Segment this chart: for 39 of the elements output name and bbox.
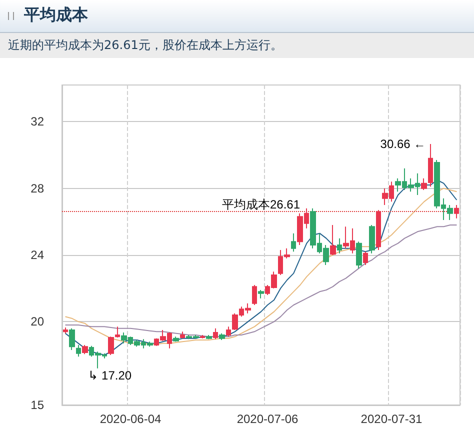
y-tick-label: 28 [30, 181, 44, 196]
candlestick [115, 326, 120, 338]
candlestick [180, 331, 185, 339]
candlestick [226, 326, 231, 338]
candlestick [200, 334, 205, 339]
y-tick-label: 24 [30, 248, 44, 262]
candlestick [63, 327, 68, 334]
candlestick [76, 344, 81, 358]
candlestick [108, 336, 114, 356]
y-tick-label: 15 [30, 398, 44, 412]
ref-line-label: 平均成本26.61 [222, 198, 300, 212]
candlestick [206, 334, 212, 340]
candlestick [82, 344, 88, 355]
candlestick [421, 178, 427, 190]
candlestick [369, 224, 375, 254]
candlestick [363, 251, 368, 266]
candlestick [428, 144, 433, 188]
y-tick-label: 20 [30, 314, 44, 329]
candlestick [213, 328, 218, 340]
candlestick [330, 224, 336, 256]
annotation: 30.66 ← [380, 137, 426, 151]
x-tick-label: 2020-06-04 [100, 412, 162, 426]
candlestick [173, 336, 179, 342]
x-tick-label: 2020-07-06 [236, 412, 299, 426]
candlestick [252, 284, 257, 306]
line-series [64, 224, 458, 338]
candlestick [337, 238, 342, 254]
candlestick [356, 241, 362, 269]
x-tick-label: 2020-07-31 [360, 412, 423, 426]
chart-subtitle: 近期的平均成本为26.61元，股价在成本上方运行。 [0, 33, 474, 58]
candlestick [258, 290, 264, 299]
chart-title: 平均成本 [24, 5, 88, 26]
y-tick-label: 32 [30, 114, 44, 129]
candlestick [454, 204, 459, 219]
candlestick [291, 232, 296, 252]
candlestick [219, 332, 225, 340]
annotation: ↳ 17.20 [88, 368, 132, 382]
candlestick [376, 210, 381, 250]
candlestick [69, 328, 75, 350]
